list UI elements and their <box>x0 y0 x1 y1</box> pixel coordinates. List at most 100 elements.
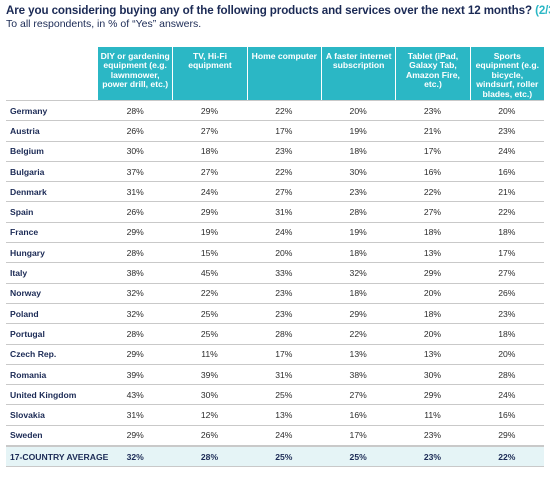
table-row: Italy 38% 45% 33% 32% 29% 27% <box>6 263 544 284</box>
table-cell: 29% <box>395 385 470 406</box>
table-cell: 33% <box>246 263 321 284</box>
average-cell: 25% <box>320 446 396 468</box>
table-cell: 22% <box>172 284 247 304</box>
table-cell: 27% <box>172 162 247 183</box>
header-corner <box>6 47 98 100</box>
table-cell: 21% <box>469 182 544 203</box>
table-row: Norway 32% 22% 23% 18% 20% 26% <box>6 284 544 304</box>
table-cell: 17% <box>246 345 321 365</box>
table-cell: 21% <box>395 121 470 142</box>
table-cell: 29% <box>172 202 247 223</box>
average-cell: 32% <box>98 446 173 468</box>
table-row: Czech Rep. 29% 11% 17% 13% 13% 20% <box>6 345 544 365</box>
table-cell: 23% <box>246 284 321 304</box>
table-footer: 17-COUNTRY AVERAGE 32% 28% 25% 25% 23% 2… <box>6 446 544 468</box>
table-cell: 24% <box>469 385 544 406</box>
average-cell: 23% <box>395 446 470 468</box>
table-cell: 17% <box>246 121 321 142</box>
table-cell: 24% <box>246 426 321 447</box>
average-cell: 22% <box>469 446 544 468</box>
table-cell: 37% <box>98 162 173 183</box>
table-cell: 22% <box>246 162 321 183</box>
table-cell: 22% <box>469 202 544 223</box>
table-row: Austria 26% 27% 17% 19% 21% 23% <box>6 121 544 142</box>
row-country: Germany <box>6 100 98 122</box>
table-cell: 20% <box>320 100 396 122</box>
row-country: Italy <box>6 263 98 284</box>
row-country: France <box>6 223 98 244</box>
average-row: 17-COUNTRY AVERAGE 32% 28% 25% 25% 23% 2… <box>6 446 544 468</box>
table-cell: 18% <box>320 243 396 264</box>
table-cell: 13% <box>320 345 396 365</box>
column-header: Tablet (iPad, Galaxy Tab, Amazon Fire, e… <box>395 47 470 100</box>
table-cell: 18% <box>172 142 247 162</box>
row-country: Hungary <box>6 243 98 264</box>
table-cell: 29% <box>172 100 247 122</box>
table-cell: 28% <box>246 324 321 345</box>
row-country: Bulgaria <box>6 162 98 183</box>
table-cell: 30% <box>172 385 247 406</box>
table-cell: 28% <box>469 365 544 386</box>
table-row: Slovakia 31% 12% 13% 16% 11% 16% <box>6 405 544 426</box>
table-cell: 45% <box>172 263 247 284</box>
table-body: Germany 28% 29% 22% 20% 23% 20% Austria 26% 27% 17… <box>6 100 544 447</box>
table-row: Bulgaria 37% 27% 22% 30% 16% 16% <box>6 162 544 183</box>
average-label: 17-COUNTRY AVERAGE <box>6 446 108 468</box>
table-cell: 13% <box>395 345 470 365</box>
table-cell: 18% <box>395 304 470 325</box>
table-cell: 16% <box>469 405 544 426</box>
average-cell: 28% <box>172 446 247 468</box>
row-country: Portugal <box>6 324 98 345</box>
column-header: Sports equipment (e.g. bicycle, windsurf… <box>469 47 544 100</box>
table-cell: 29% <box>98 426 173 447</box>
table-row: Germany 28% 29% 22% 20% 23% 20% <box>6 100 544 122</box>
table-cell: 20% <box>246 243 321 264</box>
table-cell: 18% <box>320 284 396 304</box>
table-cell: 20% <box>469 345 544 365</box>
table-cell: 20% <box>395 284 470 304</box>
table-cell: 17% <box>320 426 396 447</box>
table-cell: 38% <box>98 263 173 284</box>
row-country: Czech Rep. <box>6 345 98 365</box>
column-header: TV, Hi-Fi equipment <box>172 47 247 100</box>
table-cell: 23% <box>469 121 544 142</box>
table-cell: 27% <box>469 263 544 284</box>
table-cell: 29% <box>469 426 544 447</box>
table-cell: 31% <box>246 202 321 223</box>
chart-title: Are you considering buying any of the fo… <box>6 4 550 17</box>
table-cell: 25% <box>172 324 247 345</box>
table-cell: 32% <box>320 263 396 284</box>
table-cell: 32% <box>98 304 173 325</box>
table-cell: 26% <box>172 426 247 447</box>
header-row: DIY or gardening equipment (e.g. lawnmow… <box>6 47 544 100</box>
table-cell: 17% <box>469 243 544 264</box>
table-header: DIY or gardening equipment (e.g. lawnmow… <box>6 47 544 100</box>
table-cell: 23% <box>395 100 470 122</box>
table-cell: 25% <box>172 304 247 325</box>
row-country: United Kingdom <box>6 385 98 406</box>
table-row: Spain 26% 29% 31% 28% 27% 22% <box>6 202 544 223</box>
table-cell: 32% <box>98 284 173 304</box>
row-country: Denmark <box>6 182 98 203</box>
table-cell: 22% <box>320 324 396 345</box>
table-cell: 20% <box>469 100 544 122</box>
table-cell: 39% <box>172 365 247 386</box>
table-cell: 31% <box>98 182 173 203</box>
row-country: Belgium <box>6 142 98 162</box>
table-row: United Kingdom 43% 30% 25% 27% 29% 24% <box>6 385 544 406</box>
table-cell: 29% <box>320 304 396 325</box>
table-cell: 28% <box>98 324 173 345</box>
table-cell: 16% <box>320 405 396 426</box>
table-cell: 15% <box>172 243 247 264</box>
data-table: DIY or gardening equipment (e.g. lawnmow… <box>6 47 544 468</box>
table-cell: 27% <box>172 121 247 142</box>
table-cell: 30% <box>98 142 173 162</box>
table-cell: 18% <box>469 223 544 244</box>
table-row: Hungary 28% 15% 20% 18% 13% 17% <box>6 243 544 264</box>
table-row: Belgium 30% 18% 23% 18% 17% 24% <box>6 142 544 162</box>
table-cell: 38% <box>320 365 396 386</box>
column-header: A faster internet subscription <box>320 47 396 100</box>
table-cell: 30% <box>395 365 470 386</box>
table-cell: 22% <box>246 100 321 122</box>
table-cell: 29% <box>395 263 470 284</box>
